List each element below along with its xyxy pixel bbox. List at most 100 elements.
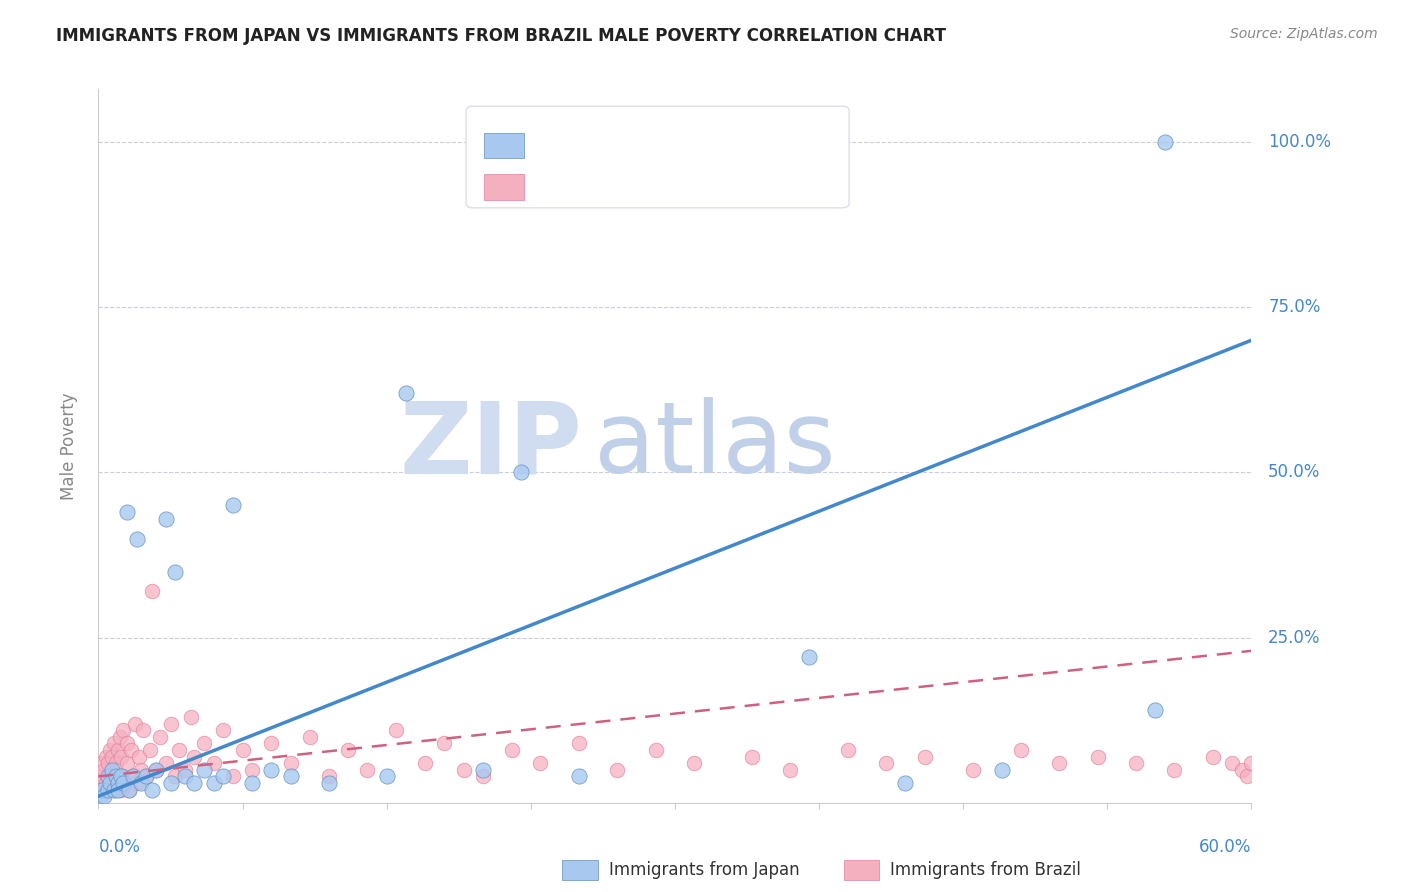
Point: [93, 789, 115, 804]
Point: [98, 769, 121, 783]
Text: ZIP: ZIP: [399, 398, 582, 494]
Point: [112, 723, 135, 738]
Text: 0.0%: 0.0%: [98, 838, 141, 856]
Text: atlas: atlas: [595, 398, 835, 494]
Point: [110, 782, 132, 797]
Text: R =  0.187: R = 0.187: [536, 178, 631, 196]
Text: 75.0%: 75.0%: [1268, 298, 1320, 317]
Point: [568, 769, 591, 783]
Point: [180, 710, 202, 724]
Point: [894, 776, 917, 790]
Text: 60.0%: 60.0%: [1199, 838, 1251, 856]
Point: [174, 763, 197, 777]
Point: [97, 782, 120, 797]
Point: [97, 756, 120, 771]
Point: [131, 723, 153, 738]
Point: [104, 769, 127, 783]
Text: 50.0%: 50.0%: [1268, 464, 1320, 482]
Point: [110, 749, 132, 764]
Point: [120, 743, 142, 757]
Point: [103, 782, 125, 797]
Text: N = 112: N = 112: [665, 178, 738, 196]
Point: [240, 763, 263, 777]
Point: [165, 769, 187, 783]
Point: [108, 730, 131, 744]
Point: [1240, 756, 1263, 771]
Point: [914, 749, 936, 764]
Point: [395, 386, 418, 401]
Point: [125, 776, 148, 790]
Point: [124, 716, 146, 731]
Point: [212, 769, 235, 783]
Point: [155, 756, 177, 771]
Point: [93, 782, 115, 797]
Point: [875, 756, 897, 771]
Point: [94, 749, 117, 764]
Point: [112, 769, 135, 783]
Point: [160, 716, 183, 731]
Point: [122, 769, 145, 783]
Point: [222, 499, 245, 513]
Point: [298, 730, 321, 744]
Point: [135, 769, 157, 783]
Point: [94, 776, 117, 790]
Point: [98, 776, 121, 790]
Point: [155, 511, 177, 525]
Point: [433, 736, 456, 750]
Point: [101, 763, 124, 777]
Point: [606, 763, 628, 777]
Point: [117, 505, 138, 519]
Point: [1220, 756, 1243, 771]
Point: [174, 769, 197, 783]
Point: [318, 769, 340, 783]
Point: [962, 763, 984, 777]
Point: [145, 763, 167, 777]
Point: [122, 769, 145, 783]
Point: [91, 782, 114, 797]
Point: [129, 763, 152, 777]
Point: [280, 769, 302, 783]
Point: [145, 763, 167, 777]
Point: [103, 736, 125, 750]
Point: [129, 776, 152, 790]
Point: [104, 769, 127, 783]
Point: [114, 776, 136, 790]
Point: [104, 756, 127, 771]
Point: [112, 776, 135, 790]
Point: [93, 763, 115, 777]
Point: [471, 763, 494, 777]
Point: [98, 743, 121, 757]
Point: [1236, 769, 1258, 783]
Point: [89, 782, 111, 797]
Point: [141, 782, 163, 797]
Text: Immigrants from Japan: Immigrants from Japan: [609, 861, 800, 879]
Point: [107, 743, 129, 757]
Point: [118, 782, 141, 797]
Point: [356, 763, 378, 777]
Point: [202, 776, 225, 790]
Point: [260, 736, 283, 750]
Point: [97, 769, 120, 783]
Point: [837, 743, 859, 757]
Point: [183, 749, 205, 764]
Text: IMMIGRANTS FROM JAPAN VS IMMIGRANTS FROM BRAZIL MALE POVERTY CORRELATION CHART: IMMIGRANTS FROM JAPAN VS IMMIGRANTS FROM…: [56, 27, 946, 45]
Point: [160, 776, 183, 790]
Point: [1087, 749, 1109, 764]
Point: [110, 769, 132, 783]
Text: 100.0%: 100.0%: [1268, 133, 1331, 151]
Point: [108, 776, 131, 790]
Point: [260, 763, 283, 777]
Point: [135, 769, 157, 783]
Point: [89, 769, 111, 783]
Text: R = 0.535: R = 0.535: [536, 136, 626, 154]
Point: [139, 743, 162, 757]
Point: [117, 736, 138, 750]
Point: [202, 756, 225, 771]
Point: [91, 776, 114, 790]
Point: [107, 776, 129, 790]
Point: [101, 749, 124, 764]
Text: Immigrants from Brazil: Immigrants from Brazil: [890, 861, 1081, 879]
Point: [222, 769, 245, 783]
Point: [107, 782, 129, 797]
Point: [149, 730, 172, 744]
